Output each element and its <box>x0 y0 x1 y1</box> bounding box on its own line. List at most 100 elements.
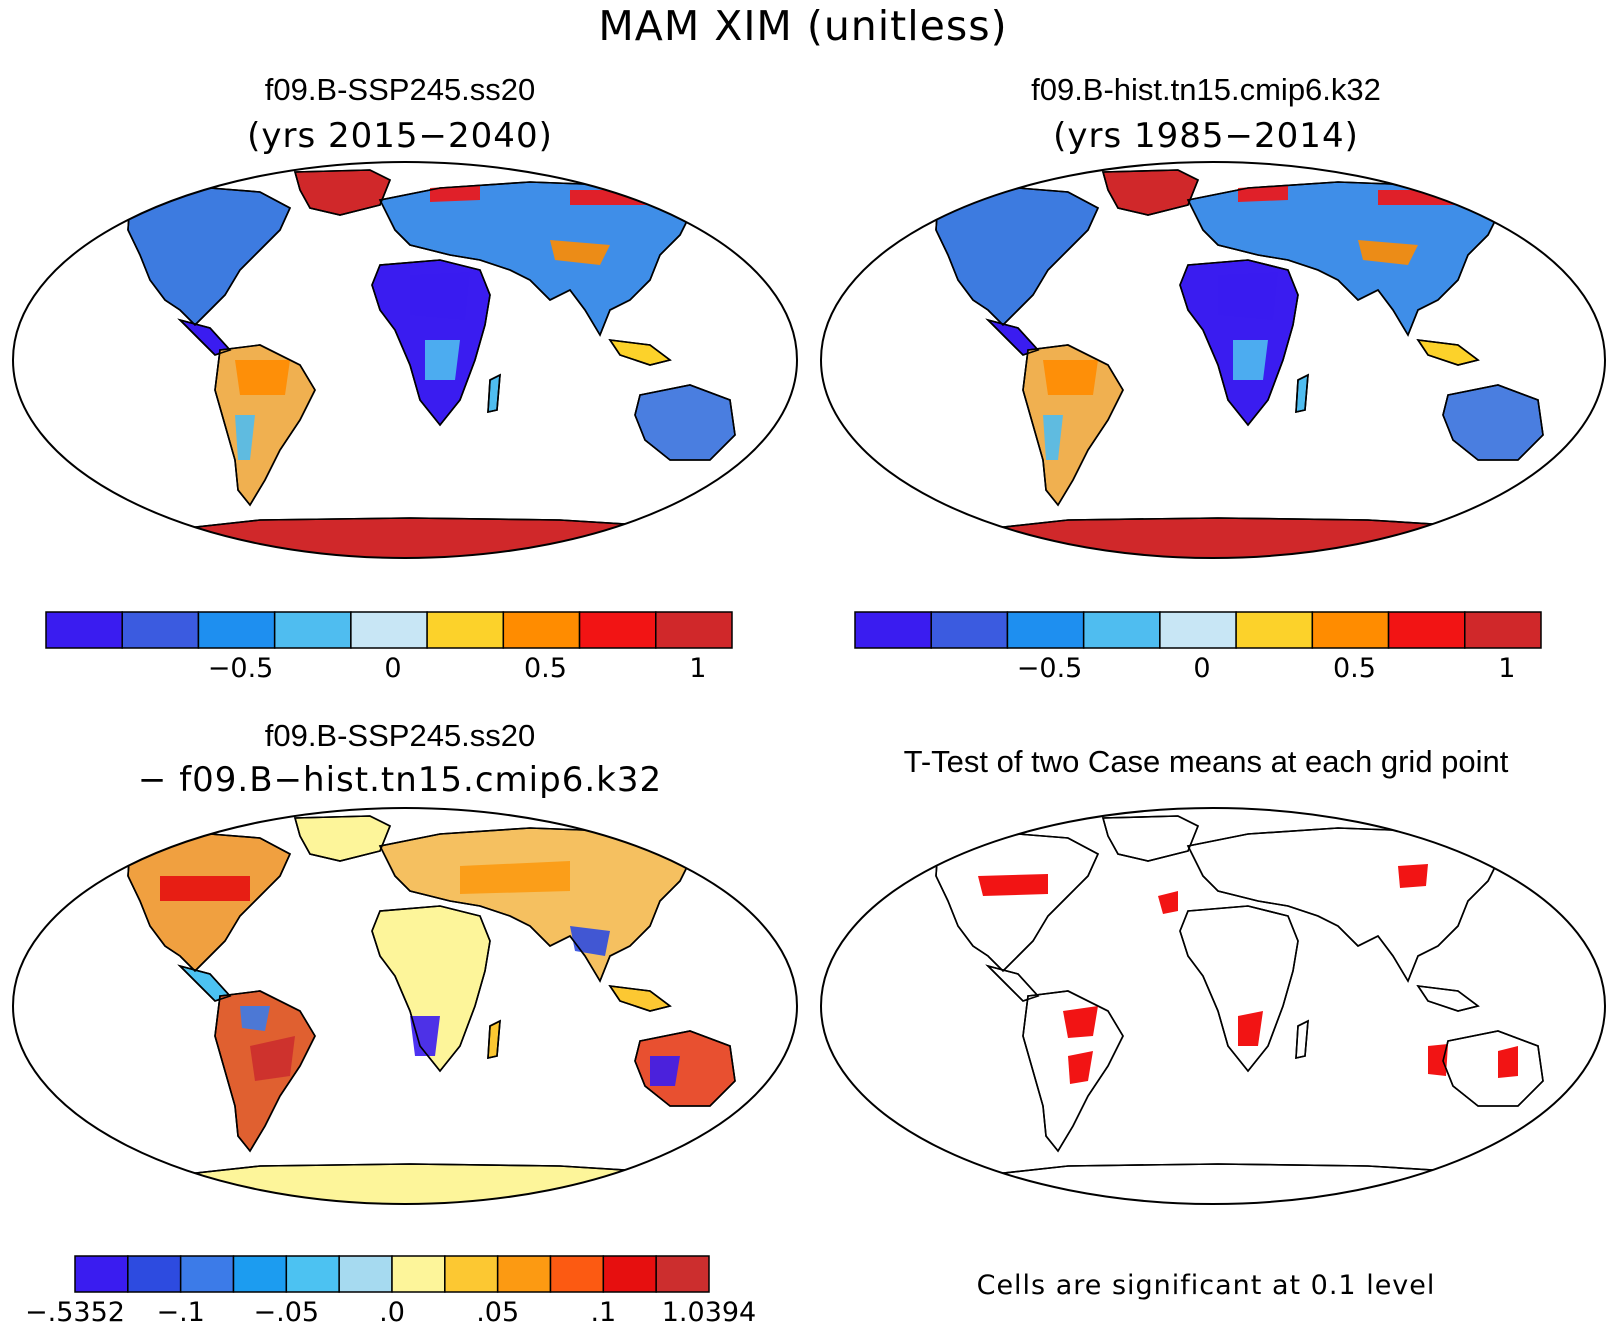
colorbar-tick-label: −0.5 <box>208 653 274 684</box>
colorbar-box <box>1159 611 1237 649</box>
field-patch <box>235 415 255 460</box>
field-patch <box>160 876 250 901</box>
colorbar-box <box>179 1255 235 1293</box>
colorbar-box <box>285 1255 340 1293</box>
coastline <box>935 833 1100 973</box>
coastline <box>214 344 316 507</box>
field-patch <box>1358 240 1418 265</box>
colorbar-box <box>1311 611 1390 649</box>
colorbar-tick-label: .05 <box>476 1297 519 1323</box>
field-patch <box>250 1036 295 1081</box>
colorbar-box <box>74 1255 129 1293</box>
significant-cells <box>1498 1046 1518 1078</box>
colorbar-box <box>391 1255 446 1293</box>
colorbar-box <box>854 611 932 649</box>
coastline <box>127 187 292 327</box>
colorbar-tick-label: 0.5 <box>524 653 567 684</box>
coastline <box>1022 990 1124 1153</box>
coastline <box>1416 338 1480 366</box>
map-border <box>820 807 1606 1205</box>
colorbar-box <box>121 611 200 649</box>
field-patch <box>650 1056 680 1086</box>
coastline <box>935 187 1100 327</box>
map-border <box>12 161 798 559</box>
colorbar-tick-label: .1 <box>590 1297 616 1323</box>
colorbar-tick-label: 1 <box>689 653 706 684</box>
significant-cells <box>1428 1044 1448 1076</box>
field-patch <box>1233 340 1268 380</box>
map-border <box>12 807 798 1205</box>
colorbar-tick-label: 0 <box>1193 653 1210 684</box>
panel4-title: T-Test of two Case means at each grid po… <box>903 744 1509 779</box>
coastline <box>1022 344 1124 507</box>
coastline <box>127 833 292 973</box>
coastline <box>293 815 392 862</box>
colorbar-box <box>232 1255 288 1293</box>
colorbar-tick-label: −.5352 <box>25 1297 125 1323</box>
colorbar-tick-label: −.1 <box>156 1297 204 1323</box>
panel3-subtitle: − f09.B−hist.tn15.cmip6.k32 <box>137 760 663 800</box>
colorbar-tick-label: −.05 <box>254 1297 320 1323</box>
field-patch <box>1238 185 1288 202</box>
field-patch <box>410 272 470 320</box>
field-patch <box>240 1006 270 1031</box>
colorbar-box <box>655 1255 710 1293</box>
coastline <box>177 318 232 356</box>
coastline <box>1295 1019 1309 1060</box>
colorbar-box <box>197 611 276 649</box>
colorbar-tick-label: 0.5 <box>1333 653 1376 684</box>
colorbar-box <box>426 611 505 649</box>
panel3-colorbar: −.5352 −.1 −.05 .0 .05 .1 1.0394 <box>25 1255 756 1323</box>
coastline <box>634 384 736 461</box>
coastline <box>293 169 392 216</box>
coastline <box>1442 1030 1544 1107</box>
coastline <box>985 964 1040 1002</box>
colorbar-box <box>1235 611 1314 649</box>
coastline <box>608 984 672 1012</box>
significant-cells <box>1063 1006 1098 1038</box>
panel1-title: f09.B-SSP245.ss20 <box>264 72 536 107</box>
significant-cells <box>1068 1051 1093 1084</box>
coastline <box>371 905 491 1073</box>
field-patch <box>235 360 290 395</box>
coastline <box>371 259 491 427</box>
ttest-note: Cells are significant at 0.1 level <box>976 1270 1436 1301</box>
significant-cells <box>1238 1011 1263 1046</box>
coastline <box>214 990 316 1153</box>
panel3-map <box>12 807 798 1205</box>
colorbar-box <box>578 611 657 649</box>
field-patch <box>1043 415 1063 460</box>
panel1-colorbar: −0.5 0 0.5 1 <box>45 611 733 684</box>
colorbar-tick-label: 0 <box>384 653 401 684</box>
field-patch <box>410 1016 440 1056</box>
coastline <box>1442 384 1544 461</box>
colorbar-box <box>127 1255 182 1293</box>
colorbar-box <box>496 1255 552 1293</box>
coastline <box>985 318 1040 356</box>
coastline <box>608 338 672 366</box>
panel2-title: f09.B-hist.tn15.cmip6.k32 <box>1031 72 1381 107</box>
coastline <box>1101 815 1200 862</box>
field-patch <box>1043 360 1098 395</box>
panel2-map <box>820 161 1606 559</box>
panel1-map <box>12 161 798 559</box>
significant-cells <box>1398 864 1428 888</box>
colorbar-box <box>273 611 352 649</box>
figure-title: MAM XIM (unitless) <box>598 2 1008 50</box>
coastline <box>1179 259 1299 427</box>
field-patch <box>460 861 570 894</box>
colorbar-box <box>549 1255 605 1293</box>
map-border <box>820 161 1606 559</box>
significant-cells <box>978 874 1048 896</box>
colorbar-tick-label: −0.5 <box>1017 653 1083 684</box>
colorbar-box <box>1006 611 1085 649</box>
colorbar-box <box>1464 611 1542 649</box>
coastline <box>1101 169 1200 216</box>
field-patch <box>1378 190 1458 205</box>
field-patch <box>570 190 650 205</box>
field-patch <box>425 340 460 380</box>
colorbar-box <box>1387 611 1466 649</box>
colorbar-tick-label: .0 <box>379 1297 405 1323</box>
coastline <box>1416 984 1480 1012</box>
colorbar-box <box>338 1255 393 1293</box>
